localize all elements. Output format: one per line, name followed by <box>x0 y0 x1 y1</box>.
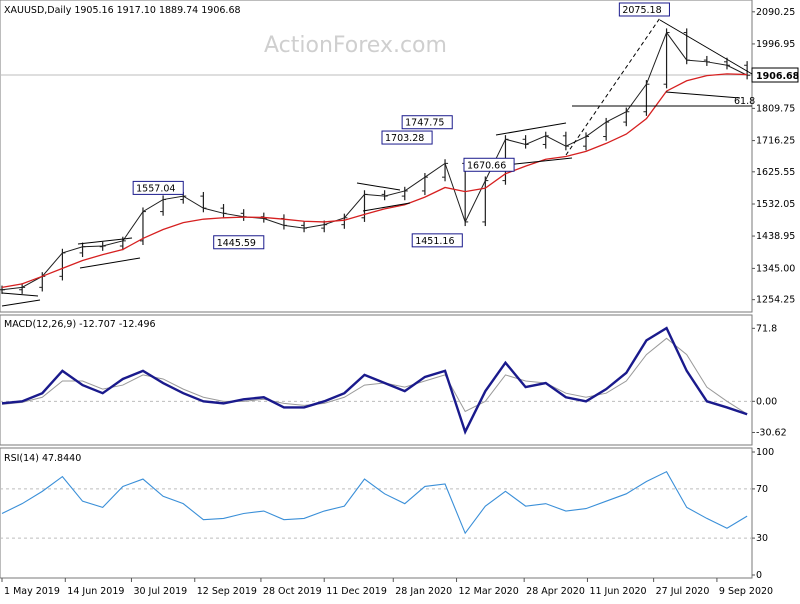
x-tick-label: 30 Jul 2019 <box>133 586 187 597</box>
price-tick-label: 1438.95 <box>756 231 795 242</box>
drawings: 61.8 <box>1 17 755 307</box>
price-close-line <box>1 31 748 291</box>
last-price-label: 1906.68 <box>756 71 800 82</box>
x-axis: 1 May 2019 14 Jun 2019 30 Jul 2019 12 Sep 2… <box>1 578 773 597</box>
rsi-tick-label: 30 <box>756 533 768 544</box>
base-upper-line <box>1 292 39 297</box>
macd-panel-frame <box>0 314 753 446</box>
x-tick-label: 12 Sep 2019 <box>197 586 257 597</box>
price-annotation-box <box>618 2 670 17</box>
macd-tick-label: 71.8 <box>756 323 777 334</box>
x-tick-label: 28 Apr 2020 <box>526 586 585 597</box>
price-tick-label: 1809.75 <box>756 103 795 114</box>
x-tick-label: 11 Dec 2019 <box>326 586 387 597</box>
price-annotation-box <box>463 157 515 172</box>
price-annotation-box <box>411 233 463 248</box>
price-header-label: XAUUSD,Daily 1905.16 1917.10 1889.74 190… <box>4 5 241 16</box>
price-annotation-box <box>132 180 184 195</box>
resistance-trendline <box>659 19 753 75</box>
price-annotation-label: 1451.16 <box>415 236 454 247</box>
triangle-lower-line <box>362 202 411 212</box>
base-lower-line <box>1 299 41 307</box>
triangle-upper-line <box>356 182 401 191</box>
watermark: ActionForex.com <box>264 33 447 58</box>
macd-plot <box>0 326 752 435</box>
rsi-tick-label: 100 <box>756 447 774 458</box>
channel-lower-line <box>505 157 573 166</box>
macd-tick-label: -30.62 <box>756 427 787 438</box>
price-annotation-box <box>213 235 265 250</box>
last-price-box <box>751 67 799 83</box>
price-tick-label: 1532.05 <box>756 199 795 210</box>
macd-header-label: MACD(12,26,9) -12.707 -12.496 <box>4 319 156 330</box>
macd-line <box>1 326 748 435</box>
price-tick-label: 1254.25 <box>756 295 795 306</box>
annotations: 2075.18 1747.75 1703.28 1670.66 1557.04 1445.… <box>132 2 670 250</box>
x-tick-label: 12 Mar 2020 <box>459 586 519 597</box>
price-annotation-box <box>381 130 433 145</box>
price-panel-frame <box>0 0 753 313</box>
rsi-tick-label: 70 <box>756 484 768 495</box>
price-tick-label: 1996.95 <box>756 39 795 50</box>
x-tick-label: 28 Jan 2020 <box>395 586 452 597</box>
support-line <box>665 91 741 99</box>
price-annotation-label: 1445.59 <box>217 238 256 249</box>
macd-axis: 71.8 0.00 -30.62 <box>752 323 787 438</box>
channel-upper-line <box>495 122 567 136</box>
price-annotation-label: 1703.28 <box>385 133 424 144</box>
x-tick-label: 11 Jun 2020 <box>589 586 646 597</box>
price-annotation-label: 1557.04 <box>136 183 175 194</box>
price-annotation-box <box>401 115 453 130</box>
price-annotation-label: 2075.18 <box>622 5 661 16</box>
macd-signal-line <box>1 337 748 415</box>
x-tick-label: 1 May 2019 <box>4 586 60 597</box>
rsi-axis: 100 70 30 0 <box>752 447 774 581</box>
flag-lower-line <box>79 257 141 269</box>
price-tick-label: 1345.00 <box>756 263 795 274</box>
fib-label: 61.8 <box>734 96 755 107</box>
flag-upper-line <box>77 237 133 245</box>
price-tick-label: 1716.25 <box>756 136 795 147</box>
rsi-plot <box>0 470 752 539</box>
price-annotation-label: 1747.75 <box>405 118 444 129</box>
price-tick-label: 2090.25 <box>756 7 795 18</box>
x-tick-label: 14 Jun 2019 <box>67 586 124 597</box>
x-tick-label: 9 Sep 2020 <box>719 586 773 597</box>
rsi-line <box>1 470 748 535</box>
rsi-header-label: RSI(14) 47.8440 <box>4 453 81 464</box>
price-annotation-label: 1670.66 <box>467 160 506 171</box>
x-tick-label: 27 Jul 2020 <box>656 586 710 597</box>
last-price-tag: 1906.68 <box>751 67 800 83</box>
rsi-tick-label: 0 <box>756 570 762 581</box>
x-tick-label: 28 Oct 2019 <box>263 586 322 597</box>
rsi-panel-frame <box>0 447 753 579</box>
price-tick-label: 1625.55 <box>756 167 795 178</box>
moving-average-line <box>1 73 748 288</box>
macd-tick-label: 0.00 <box>756 396 777 407</box>
